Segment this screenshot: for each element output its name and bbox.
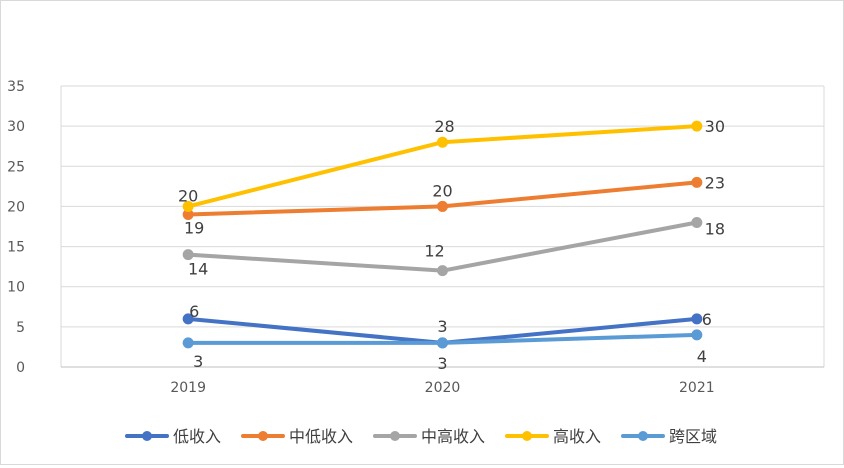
data-label: 12 — [424, 242, 444, 261]
legend-label: 跨区域 — [669, 427, 717, 446]
legend: 低收入 中低收入 中高收入 高收入 跨区域 — [125, 427, 717, 446]
data-point — [182, 200, 194, 212]
data-point — [691, 329, 703, 341]
data-point — [691, 216, 703, 228]
x-tick-label: 2020 — [425, 380, 461, 396]
legend-item: 跨区域 — [621, 427, 717, 446]
data-point — [437, 265, 448, 277]
y-tick-label: 5 — [16, 320, 25, 336]
legend-label: 中低收入 — [289, 427, 353, 446]
data-label: 18 — [705, 219, 725, 238]
data-label: 23 — [705, 173, 725, 192]
data-point — [437, 136, 448, 148]
data-label: 14 — [188, 260, 208, 279]
data-point — [691, 313, 703, 325]
data-point — [182, 249, 194, 261]
x-tick-label: 2019 — [170, 380, 206, 396]
legend-swatch-marker — [390, 431, 400, 441]
legend-swatch-marker — [258, 431, 268, 441]
data-point — [691, 176, 703, 188]
data-point — [691, 120, 703, 132]
y-tick-label: 10 — [7, 280, 25, 296]
y-tick-label: 35 — [7, 79, 25, 95]
data-label: 3 — [193, 352, 203, 371]
y-tick-label: 0 — [16, 360, 25, 376]
data-label: 20 — [432, 181, 452, 200]
legend-item: 低收入 — [125, 427, 221, 446]
data-label: 20 — [178, 186, 198, 205]
series-中高收入 — [182, 216, 703, 277]
legend-swatch-marker — [522, 431, 532, 441]
data-label: 6 — [702, 310, 712, 329]
data-label: 30 — [705, 117, 725, 136]
legend-label: 高收入 — [553, 427, 601, 446]
y-axis: 0 5 10 15 20 25 30 35 — [7, 79, 25, 376]
x-axis: 2019 2020 2021 — [61, 366, 824, 396]
y-tick-label: 30 — [7, 119, 25, 135]
legend-label: 低收入 — [173, 427, 221, 446]
y-tick-label: 25 — [7, 159, 25, 175]
data-label: 19 — [184, 218, 204, 237]
legend-item: 中高收入 — [373, 427, 485, 446]
data-label: 4 — [697, 347, 707, 366]
data-point — [182, 313, 194, 325]
data-point — [437, 200, 448, 212]
legend-swatch-marker — [638, 431, 648, 441]
data-label: 3 — [437, 354, 447, 373]
legend-item: 高收入 — [505, 427, 601, 446]
legend-item: 中低收入 — [241, 427, 353, 446]
data-labels: 6 3 6 19 20 23 14 12 18 20 28 30 3 3 4 — [178, 117, 725, 373]
y-tick-label: 20 — [7, 199, 25, 215]
series-高收入 — [182, 120, 703, 212]
series-中低收入 — [182, 176, 703, 220]
data-label: 28 — [434, 117, 454, 136]
data-label: 3 — [437, 317, 447, 336]
series-跨区域 — [182, 329, 703, 349]
data-point — [437, 337, 448, 349]
y-tick-label: 15 — [7, 240, 25, 256]
series-group — [182, 120, 703, 349]
x-tick-label: 2021 — [679, 380, 715, 396]
legend-swatch-marker — [142, 431, 152, 441]
legend-label: 中高收入 — [421, 427, 485, 446]
data-point — [182, 337, 194, 349]
data-label: 6 — [189, 302, 199, 321]
